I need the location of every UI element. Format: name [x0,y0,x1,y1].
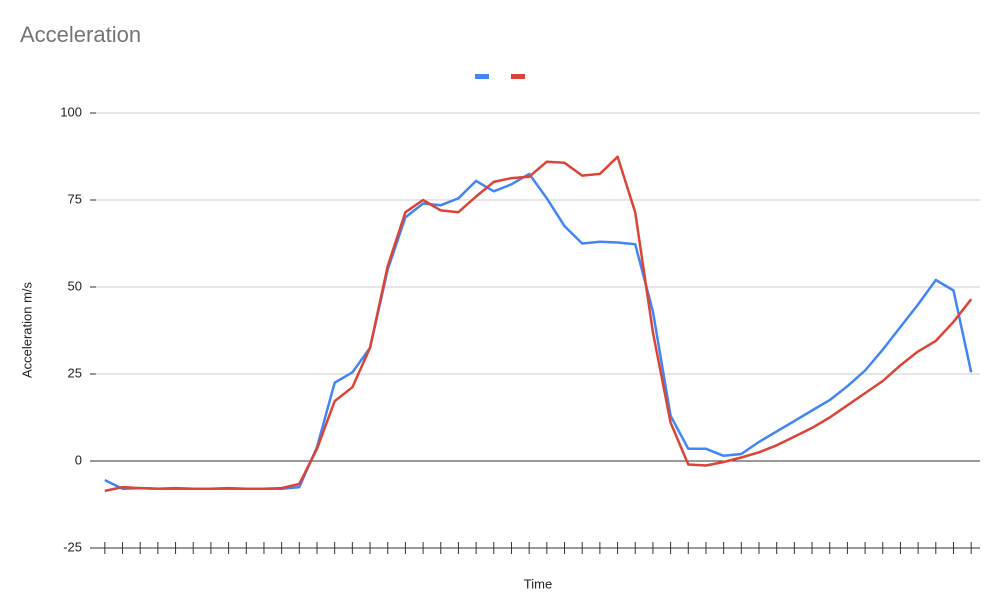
legend-swatch [511,74,525,79]
series-line [104,155,973,493]
chart-title: Acceleration [20,22,141,47]
x-axis-label: Time [524,576,552,591]
legend-swatch [475,74,489,79]
y-tick-label: 100 [60,104,82,119]
series-line [104,172,973,491]
y-tick-label: 25 [68,365,82,380]
y-tick-label: 0 [75,452,82,467]
y-axis-label: Acceleration m/s [19,281,34,378]
y-tick-label: 50 [68,278,82,293]
y-tick-label: 75 [68,191,82,206]
y-tick-label: -25 [63,539,82,554]
